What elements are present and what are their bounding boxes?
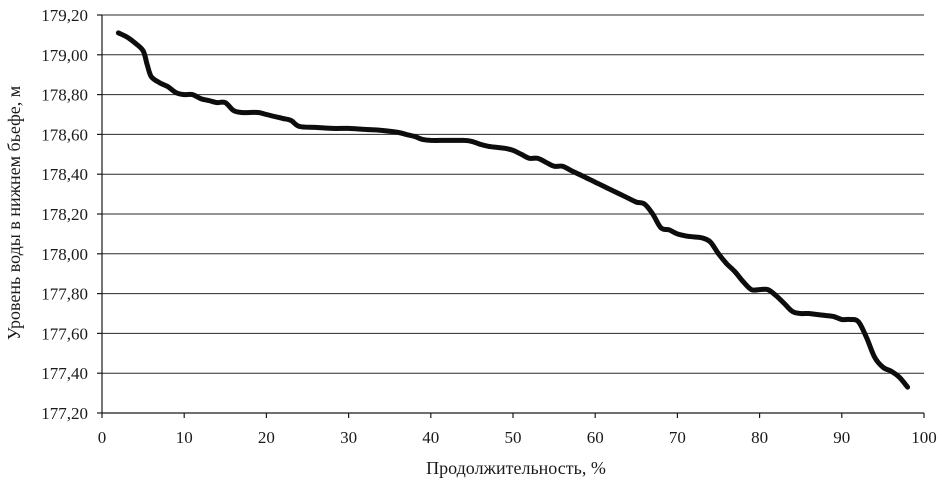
y-tick-label: 178,20 <box>41 205 88 224</box>
y-tick-label: 178,40 <box>41 165 88 184</box>
y-tick-label: 177,80 <box>41 285 88 304</box>
y-tick-label: 177,20 <box>41 404 88 423</box>
y-tick-label: 178,00 <box>41 245 88 264</box>
y-tick-label: 177,40 <box>41 364 88 383</box>
y-tick-labels: 177,20 177,40 177,60 177,80 178,00 178,20 178,… <box>41 6 88 423</box>
x-tick-label: 90 <box>833 428 850 447</box>
x-tick-label: 20 <box>258 428 275 447</box>
x-tick-label: 80 <box>751 428 768 447</box>
x-tick-label: 70 <box>669 428 686 447</box>
x-tick-label: 60 <box>587 428 604 447</box>
x-tick-label: 30 <box>340 428 357 447</box>
gridlines <box>102 14 924 414</box>
x-tick-label: 10 <box>176 428 193 447</box>
x-tick-label: 100 <box>911 428 937 447</box>
y-tick-label: 178,60 <box>41 125 88 144</box>
y-tick-label: 179,20 <box>41 6 88 25</box>
series-line <box>115 30 911 390</box>
x-tick-label: 50 <box>505 428 522 447</box>
axes <box>97 14 925 418</box>
y-tick-label: 179,00 <box>41 46 88 65</box>
y-tick-label: 178,80 <box>41 86 88 105</box>
y-axis-title: Уровень воды в нижнем бьефе, м <box>4 86 24 340</box>
x-axis-title: Продолжительность, % <box>426 458 606 478</box>
series-layer <box>115 30 911 390</box>
x-tick-labels: 0 10 20 30 40 50 60 70 80 90 100 <box>98 428 937 447</box>
x-tick-label: 40 <box>422 428 439 447</box>
x-tick-label: 0 <box>98 428 107 447</box>
y-tick-label: 177,60 <box>41 324 88 343</box>
